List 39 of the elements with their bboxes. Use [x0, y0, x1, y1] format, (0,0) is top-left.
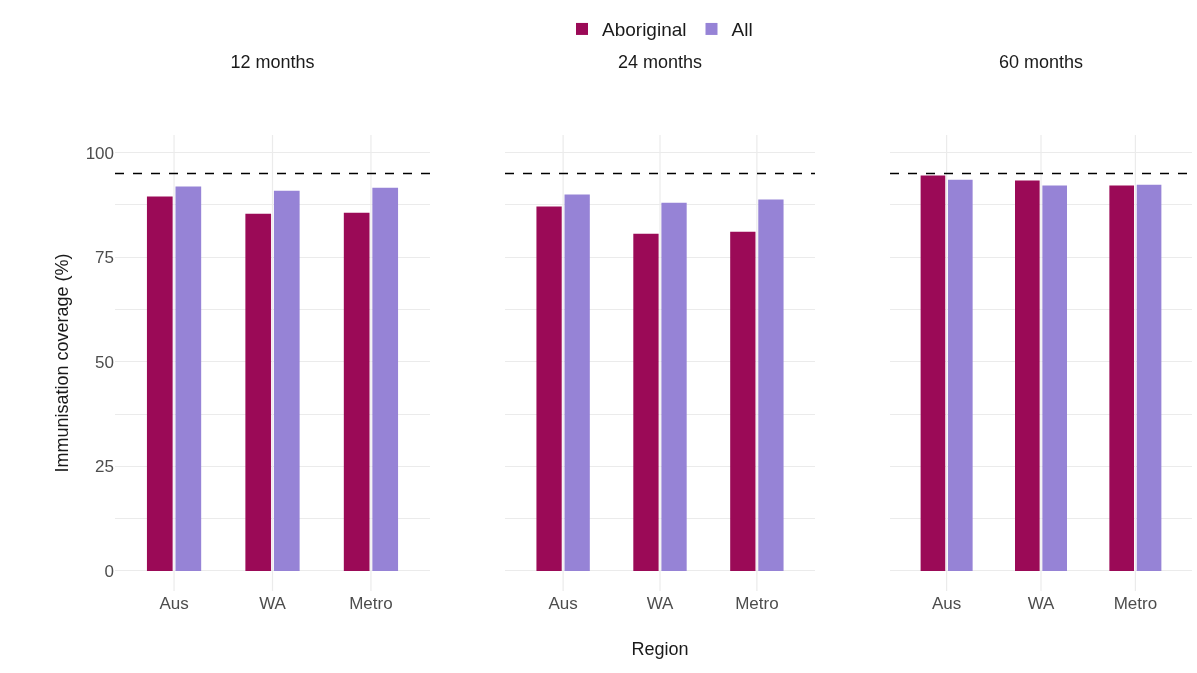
y-axis-title: Immunisation coverage (%): [51, 253, 72, 473]
chart-title: 60 months: [998, 51, 1084, 72]
x-tick-label: Aus: [159, 594, 189, 613]
bar: [372, 187, 399, 571]
y-tick-label: 50: [95, 352, 114, 372]
chart-title: 12 months: [230, 51, 315, 72]
y-tick-label: 0: [104, 561, 114, 581]
bar: [730, 231, 756, 571]
bar: [758, 199, 784, 571]
chart-title: 24 months: [617, 51, 703, 72]
x-tick-label: Metro: [1113, 594, 1158, 613]
x-tick-label: Aus: [548, 594, 578, 613]
bar: [920, 175, 946, 571]
x-axis-title: Region: [631, 639, 689, 660]
y-tick-label: 25: [95, 457, 114, 477]
bar: [1136, 184, 1162, 571]
legend-label: Aboriginal: [602, 19, 687, 41]
bar: [536, 206, 562, 571]
x-tick-label: Aus: [931, 594, 962, 613]
bar: [947, 179, 973, 571]
bar: [245, 213, 272, 571]
x-tick-label: WA: [259, 594, 287, 613]
x-tick-label: Metro: [735, 594, 779, 613]
x-tick-label: WA: [1027, 594, 1056, 613]
bar: [1015, 180, 1040, 571]
bar: [343, 212, 370, 571]
x-tick-label: Metro: [349, 594, 393, 613]
x-tick-label: WA: [646, 594, 675, 613]
bar: [146, 196, 173, 571]
bar: [1042, 185, 1067, 571]
bar: [175, 186, 202, 571]
bar: [661, 202, 687, 571]
bar: [633, 233, 659, 571]
y-tick-label: 100: [85, 143, 114, 163]
bar: [273, 190, 300, 571]
y-tick-label: 75: [95, 248, 114, 268]
bar: [564, 194, 590, 571]
bar: [1109, 185, 1135, 571]
legend-label: All: [731, 19, 753, 41]
